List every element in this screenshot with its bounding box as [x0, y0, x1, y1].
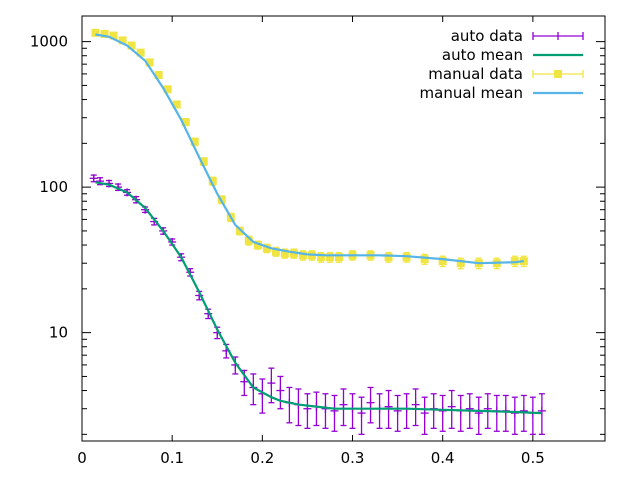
- data-point: [262, 244, 271, 253]
- x-tick-label: 0: [77, 449, 87, 467]
- y-tick-label: 1000: [30, 33, 68, 51]
- y-axis: 10 100 1000: [30, 33, 605, 435]
- data-point: [384, 253, 393, 262]
- data-point: [280, 249, 289, 258]
- x-tick-label: 0.4: [431, 449, 455, 467]
- data-point: [244, 236, 253, 245]
- x-tick-label: 0.3: [341, 449, 365, 467]
- series-line: [95, 181, 542, 415]
- data-point: [172, 100, 181, 109]
- legend-label: manual mean: [420, 84, 523, 102]
- data-point: [271, 247, 280, 256]
- data-point: [136, 48, 145, 57]
- legend-label: auto mean: [442, 46, 523, 64]
- x-tick-label: 0.5: [521, 449, 545, 467]
- data-point: [235, 226, 244, 235]
- plot-frame: [81, 15, 606, 442]
- legend-label: auto data: [451, 27, 523, 45]
- data-point: [91, 28, 100, 37]
- data-point: [325, 253, 334, 262]
- data-point: [154, 70, 163, 79]
- data-point: [438, 257, 447, 266]
- data-point: [420, 255, 429, 264]
- data-point: [100, 29, 109, 38]
- data-point: [127, 41, 136, 50]
- series-layer: [89, 28, 546, 435]
- y-tick-label: 10: [49, 324, 68, 342]
- data-point: [316, 253, 325, 262]
- data-point: [190, 137, 199, 146]
- data-point: [334, 253, 343, 262]
- series-auto-data: [89, 174, 546, 435]
- series-auto-mean: [95, 181, 542, 415]
- data-point: [199, 157, 208, 166]
- data-point: [118, 36, 127, 45]
- x-tick-label: 0.2: [250, 449, 274, 467]
- data-point: [298, 251, 307, 260]
- data-point: [145, 58, 154, 67]
- legend-marker: [554, 70, 562, 78]
- legend-label: manual data: [428, 65, 523, 83]
- data-point: [519, 257, 528, 266]
- x-tick-label: 0.1: [160, 449, 184, 467]
- series-line: [95, 33, 524, 265]
- data-point: [181, 118, 190, 127]
- data-point: [208, 177, 217, 186]
- x-axis: 0 0.1 0.2 0.3 0.4 0.5: [77, 16, 545, 467]
- data-point: [163, 85, 172, 94]
- series-manual-mean: [95, 33, 524, 265]
- data-point: [253, 241, 262, 250]
- data-point: [456, 259, 465, 268]
- y-tick-label: 100: [39, 178, 68, 196]
- data-point: [109, 31, 118, 40]
